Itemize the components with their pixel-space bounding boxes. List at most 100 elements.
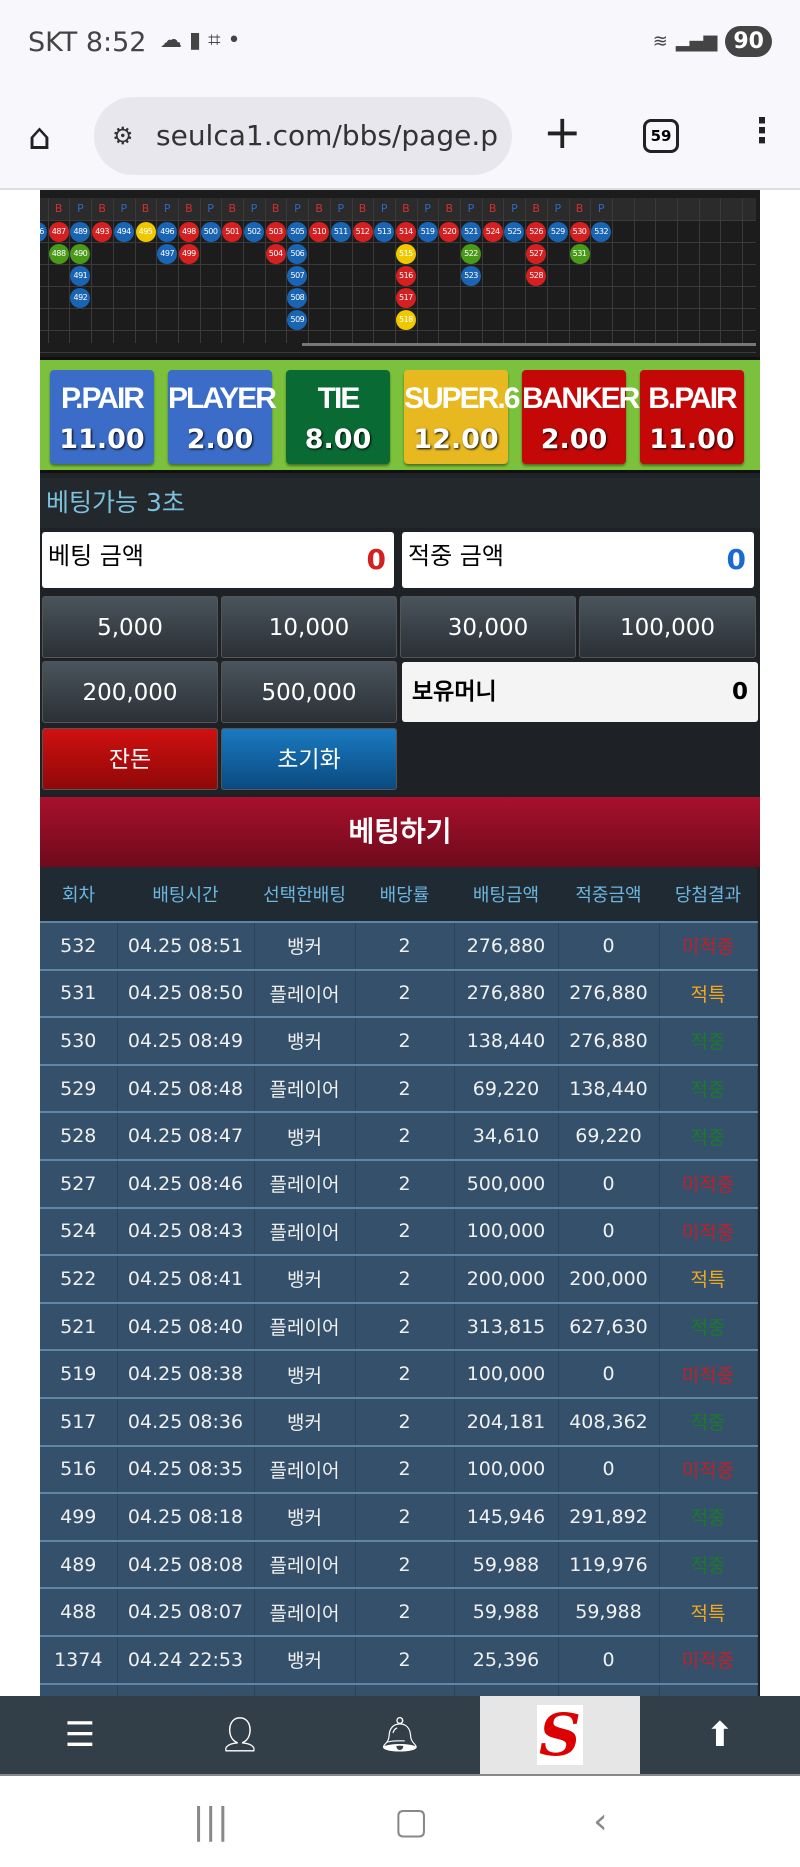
- column-header: 적중금액: [558, 867, 659, 922]
- odds-button-player[interactable]: PLAYER 2.00: [168, 370, 277, 464]
- chip-30000[interactable]: 30,000: [400, 596, 576, 658]
- odds-value: 8.00: [304, 424, 372, 455]
- url-text: seulca1.com/bbs/page.p: [156, 119, 499, 152]
- bead-tie: 490: [70, 244, 91, 264]
- table-cell: 1374: [40, 1634, 118, 1684]
- url-bar[interactable]: ⚙ seulca1.com/bbs/page.p: [94, 97, 512, 175]
- odds-name: B.PAIR: [648, 382, 737, 415]
- bead-banker: 493: [92, 222, 113, 242]
- bead-banker: 524: [482, 222, 503, 242]
- grid-line: [698, 198, 700, 343]
- odds-button-b-pair[interactable]: B.PAIR 11.00: [640, 370, 744, 464]
- bead-player: 513: [374, 222, 395, 242]
- grid-line: [481, 198, 483, 343]
- grid-line: [286, 198, 288, 343]
- odds-button-super-6[interactable]: SUPER.6 12.00: [404, 370, 520, 464]
- odds-button-p-pair[interactable]: P.PAIR 11.00: [50, 370, 154, 464]
- arrow-up-icon[interactable]: ⬆︎: [705, 1715, 735, 1755]
- bead-scrollbar[interactable]: [302, 343, 756, 346]
- grid-line: [546, 198, 548, 343]
- table-cell: 530: [40, 1016, 118, 1065]
- bead-player: 491: [70, 266, 91, 286]
- table-cell: 276,880: [558, 968, 660, 1018]
- table-cell: 04.25 08:35: [117, 1444, 255, 1494]
- place-bet-button[interactable]: 베팅하기: [40, 797, 760, 867]
- table-cell: 플레이어: [254, 1539, 356, 1589]
- site-settings-icon[interactable]: ⚙: [112, 122, 134, 150]
- home-icon[interactable]: ⌂: [28, 117, 51, 158]
- back-icon[interactable]: ‹: [593, 1801, 608, 1842]
- table-cell: 04.25 08:47: [117, 1111, 255, 1160]
- table-cell: 100,000: [454, 1349, 559, 1398]
- bead-player: 525: [504, 222, 525, 242]
- grid-line: [47, 198, 49, 343]
- status-bar: SKT 8:52 ☁ ▮ ⌗ • ≋ ▂▄▆ 90: [0, 0, 800, 95]
- bead-banker: 487: [48, 222, 69, 242]
- odds-button-tie[interactable]: TIE 8.00: [286, 370, 390, 464]
- table-cell: 미적중: [659, 921, 758, 970]
- table-cell: 499: [40, 1492, 118, 1541]
- table-cell: 2: [355, 1111, 455, 1160]
- column-header: 회차: [40, 867, 117, 922]
- table-row: 1374 04.24 22:53 뱅커 2 25,396 0 미적중: [40, 1634, 758, 1684]
- table-cell: 145,946: [454, 1492, 559, 1541]
- bead-header-letter: B: [315, 202, 323, 215]
- menu-icon[interactable]: ☰: [64, 1715, 96, 1755]
- table-cell: 2: [355, 1587, 455, 1636]
- chip-500000[interactable]: 500,000: [221, 661, 397, 723]
- table-cell: 2: [355, 968, 455, 1018]
- table-cell: 미적중: [659, 1206, 758, 1256]
- table-cell: 적특: [659, 1587, 758, 1636]
- table-cell: 0: [558, 1634, 660, 1684]
- chip-10000[interactable]: 10,000: [221, 596, 397, 658]
- grid-line: [438, 198, 440, 343]
- table-cell: 276,880: [454, 968, 559, 1018]
- home-button-icon[interactable]: ▢: [393, 1801, 428, 1842]
- table-cell: 34,610: [454, 1111, 559, 1160]
- grid-line: [720, 198, 722, 343]
- table-cell: 524: [40, 1206, 118, 1256]
- bead-header-letter: P: [511, 202, 518, 215]
- table-cell: 적중: [659, 1301, 758, 1351]
- win-amount-label: 적중 금액: [408, 542, 504, 570]
- table-cell: 529: [40, 1063, 118, 1113]
- bottom-nav: ☰ 👤︎ 🔔︎ S ⬆︎: [0, 1696, 800, 1774]
- more-menu-icon[interactable]: ⋮: [745, 111, 779, 151]
- grid-line: [112, 198, 114, 343]
- table-cell: 100,000: [454, 1206, 559, 1256]
- change-button[interactable]: 잔돈: [42, 728, 218, 790]
- bead-header-letter: P: [120, 202, 128, 215]
- bead-player: 519: [417, 222, 438, 242]
- tab-count-button[interactable]: 59: [643, 119, 679, 153]
- bead-player: 508: [287, 288, 308, 308]
- table-cell: [40, 1682, 118, 1696]
- grid-line: [156, 198, 158, 343]
- s-logo-button[interactable]: S: [480, 1696, 640, 1774]
- grid-line: [590, 198, 592, 343]
- new-tab-icon[interactable]: +: [543, 105, 582, 159]
- bead-player: 486: [40, 222, 47, 242]
- s-logo-icon: S: [537, 1705, 583, 1765]
- bell-icon[interactable]: 🔔︎: [378, 1715, 422, 1755]
- table-cell: 138,440: [558, 1063, 660, 1113]
- chip-5000[interactable]: 5,000: [42, 596, 218, 658]
- recent-apps-icon[interactable]: |||: [192, 1801, 229, 1842]
- reset-button[interactable]: 초기화: [221, 728, 397, 790]
- bet-amount-label: 베팅 금액: [48, 542, 144, 570]
- table-row: 529 04.25 08:48 플레이어 2 69,220 138,440 적중: [40, 1063, 758, 1113]
- bead-player: 492: [70, 288, 91, 308]
- bead-header-letter: P: [467, 202, 475, 215]
- bead-header-letter: P: [250, 202, 258, 215]
- table-cell: 04.25 08:08: [117, 1539, 255, 1589]
- chip-100000[interactable]: 100,000: [579, 596, 756, 658]
- grid-line: [742, 198, 744, 343]
- chip-200000[interactable]: 200,000: [42, 661, 218, 723]
- bead-header-letter: B: [575, 202, 584, 215]
- bead-header-letter: P: [294, 202, 301, 215]
- odds-button-banker[interactable]: BANKER 2.00: [522, 370, 640, 464]
- table-cell: 59,988: [454, 1587, 559, 1636]
- bead-player: 497: [157, 244, 178, 264]
- bead-header-letter: P: [207, 202, 214, 215]
- user-icon[interactable]: 👤︎: [218, 1715, 262, 1755]
- bead-player: 509: [287, 310, 308, 330]
